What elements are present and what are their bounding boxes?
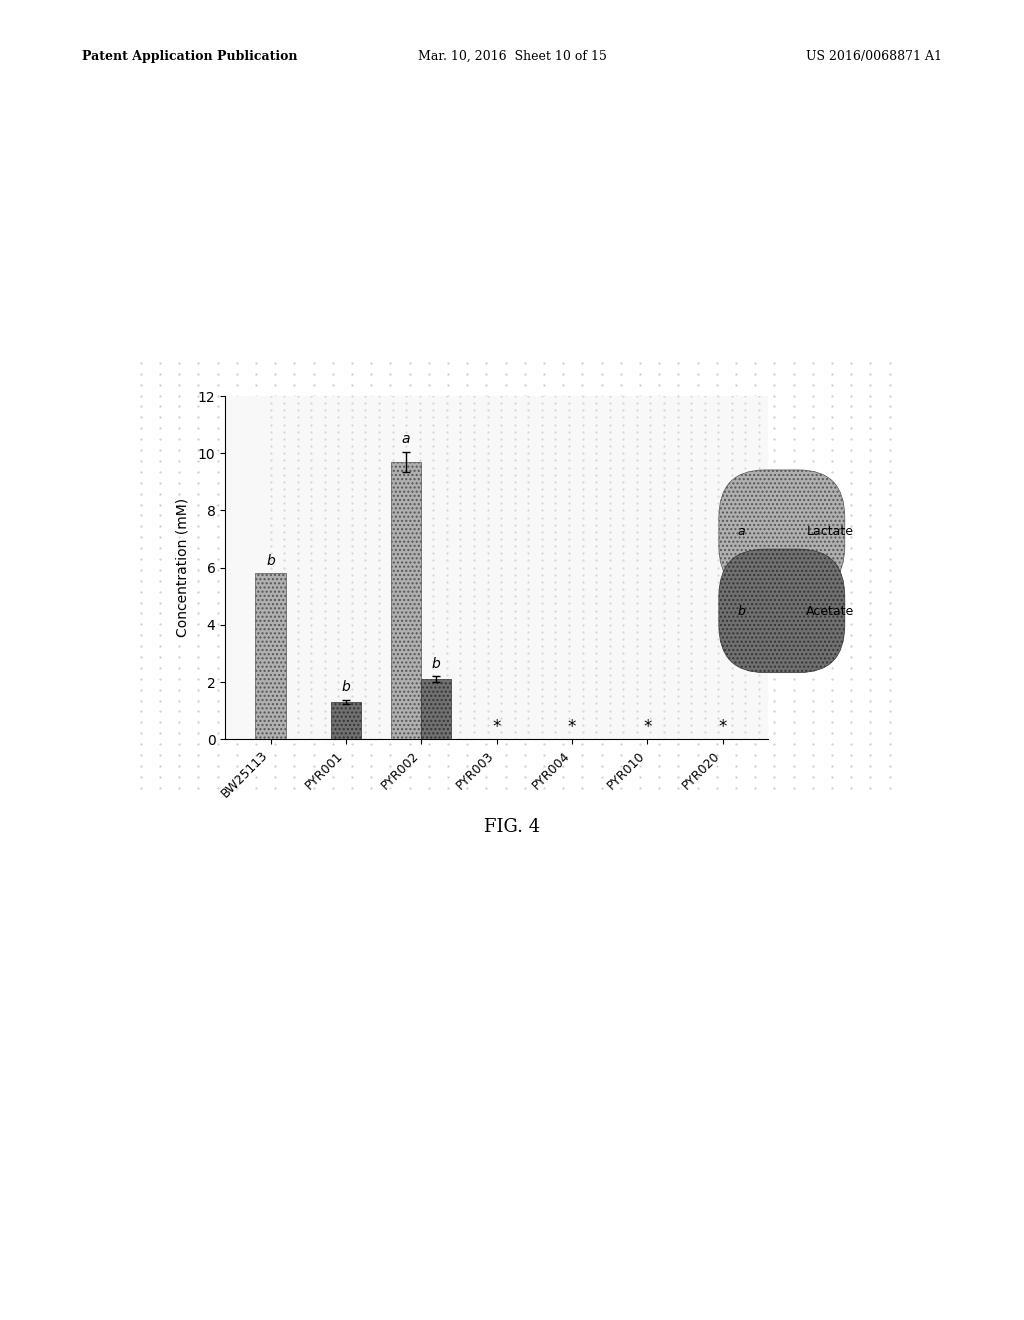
Text: Patent Application Publication: Patent Application Publication	[82, 50, 297, 63]
Text: Mar. 10, 2016  Sheet 10 of 15: Mar. 10, 2016 Sheet 10 of 15	[418, 50, 606, 63]
Bar	[331, 702, 360, 739]
Text: b: b	[432, 656, 440, 671]
Text: *: *	[493, 718, 501, 737]
Text: *: *	[719, 718, 727, 737]
FancyBboxPatch shape	[719, 470, 845, 594]
Text: FIG. 4: FIG. 4	[484, 818, 540, 837]
Text: a: a	[737, 525, 744, 539]
Text: b: b	[266, 553, 274, 568]
Text: b: b	[342, 680, 350, 694]
Bar	[421, 680, 452, 739]
Text: *: *	[568, 718, 577, 737]
FancyBboxPatch shape	[719, 549, 845, 673]
Y-axis label: Concentration (mM): Concentration (mM)	[175, 498, 189, 638]
Bar	[255, 573, 286, 739]
Bar	[391, 462, 421, 739]
Text: a: a	[402, 432, 411, 446]
Text: *: *	[643, 718, 651, 737]
Text: US 2016/0068871 A1: US 2016/0068871 A1	[806, 50, 942, 63]
Text: b: b	[737, 605, 745, 618]
Text: Acetate: Acetate	[807, 605, 855, 618]
Text: Lactate: Lactate	[807, 525, 853, 539]
